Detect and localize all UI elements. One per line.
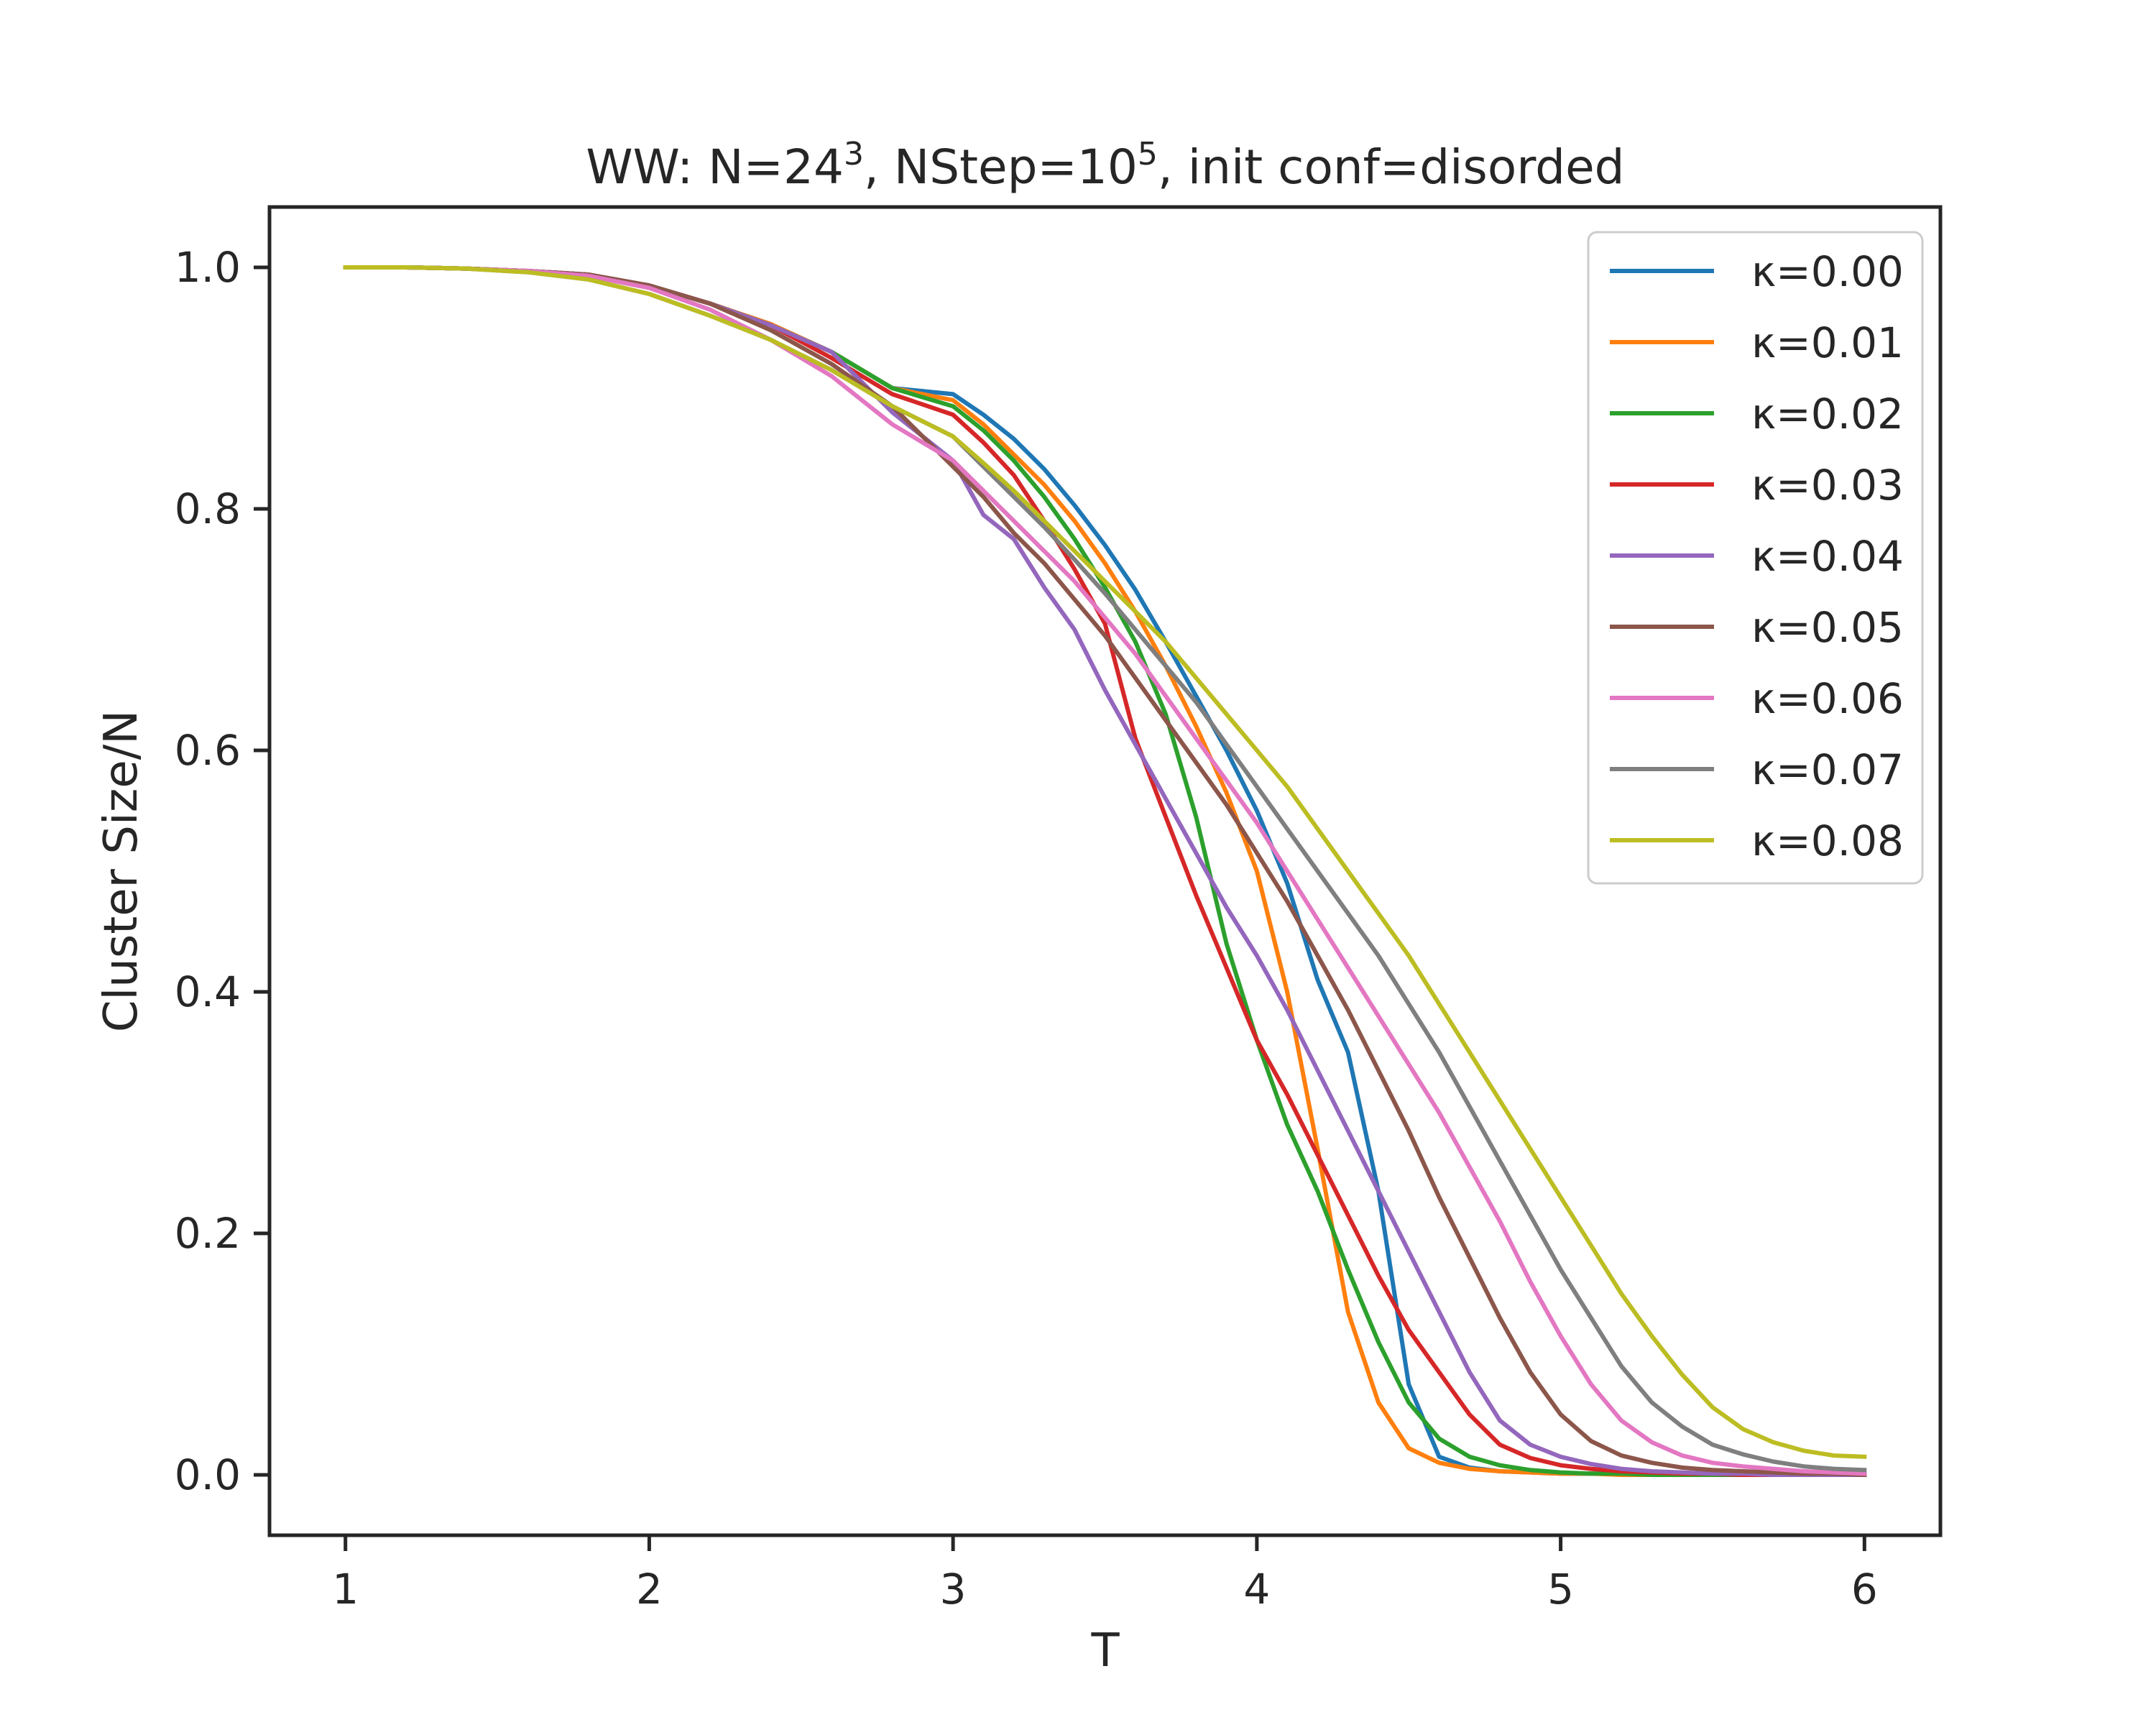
y-tick-label: 0.0 <box>175 1450 241 1499</box>
y-tick-label: 1.0 <box>175 243 241 292</box>
x-tick-label: 5 <box>1547 1565 1574 1614</box>
legend: κ=0.00 κ=0.01 κ=0.02 κ=0.03 κ=0.04 κ=0.05 κ=0.… <box>1587 231 1924 885</box>
series-line-8 <box>343 265 1867 1459</box>
y-axis-label: Cluster Size/N <box>95 710 148 1032</box>
y-tick-label: 0.2 <box>175 1209 241 1258</box>
x-tick-label: 3 <box>940 1565 967 1614</box>
x-tick-label: 2 <box>636 1565 663 1614</box>
plot-frame <box>267 205 1943 1537</box>
legend-label-3: κ=0.03 <box>1751 461 1904 510</box>
legend-box <box>1587 231 1924 885</box>
y-tick-label: 0.4 <box>175 967 241 1016</box>
legend-label-1: κ=0.01 <box>1751 318 1904 367</box>
chart-title: WW: N=243, NStep=105, init conf=disorded <box>586 136 1624 195</box>
x-tick-label: 1 <box>332 1565 359 1614</box>
legend-label-6: κ=0.06 <box>1751 674 1904 723</box>
legend-label-4: κ=0.04 <box>1751 532 1904 581</box>
y-tick-label: 0.8 <box>175 484 241 533</box>
series-line-5 <box>343 265 1867 1478</box>
legend-label-0: κ=0.00 <box>1751 247 1904 296</box>
x-axis: 1 2 3 4 5 6 <box>332 1535 1878 1614</box>
x-tick-label: 6 <box>1851 1565 1878 1614</box>
series-line-4 <box>343 265 1867 1477</box>
x-axis-label: T <box>1090 1624 1120 1678</box>
legend-label-2: κ=0.02 <box>1751 390 1904 438</box>
legend-label-7: κ=0.07 <box>1751 745 1904 794</box>
legend-label-5: κ=0.05 <box>1751 603 1904 652</box>
x-tick-label: 4 <box>1243 1565 1270 1614</box>
series-lines <box>343 265 1867 1478</box>
legend-label-8: κ=0.08 <box>1751 816 1904 865</box>
y-axis: 0.0 0.2 0.4 0.6 0.8 1.0 <box>175 243 270 1499</box>
y-tick-label: 0.6 <box>175 726 241 775</box>
